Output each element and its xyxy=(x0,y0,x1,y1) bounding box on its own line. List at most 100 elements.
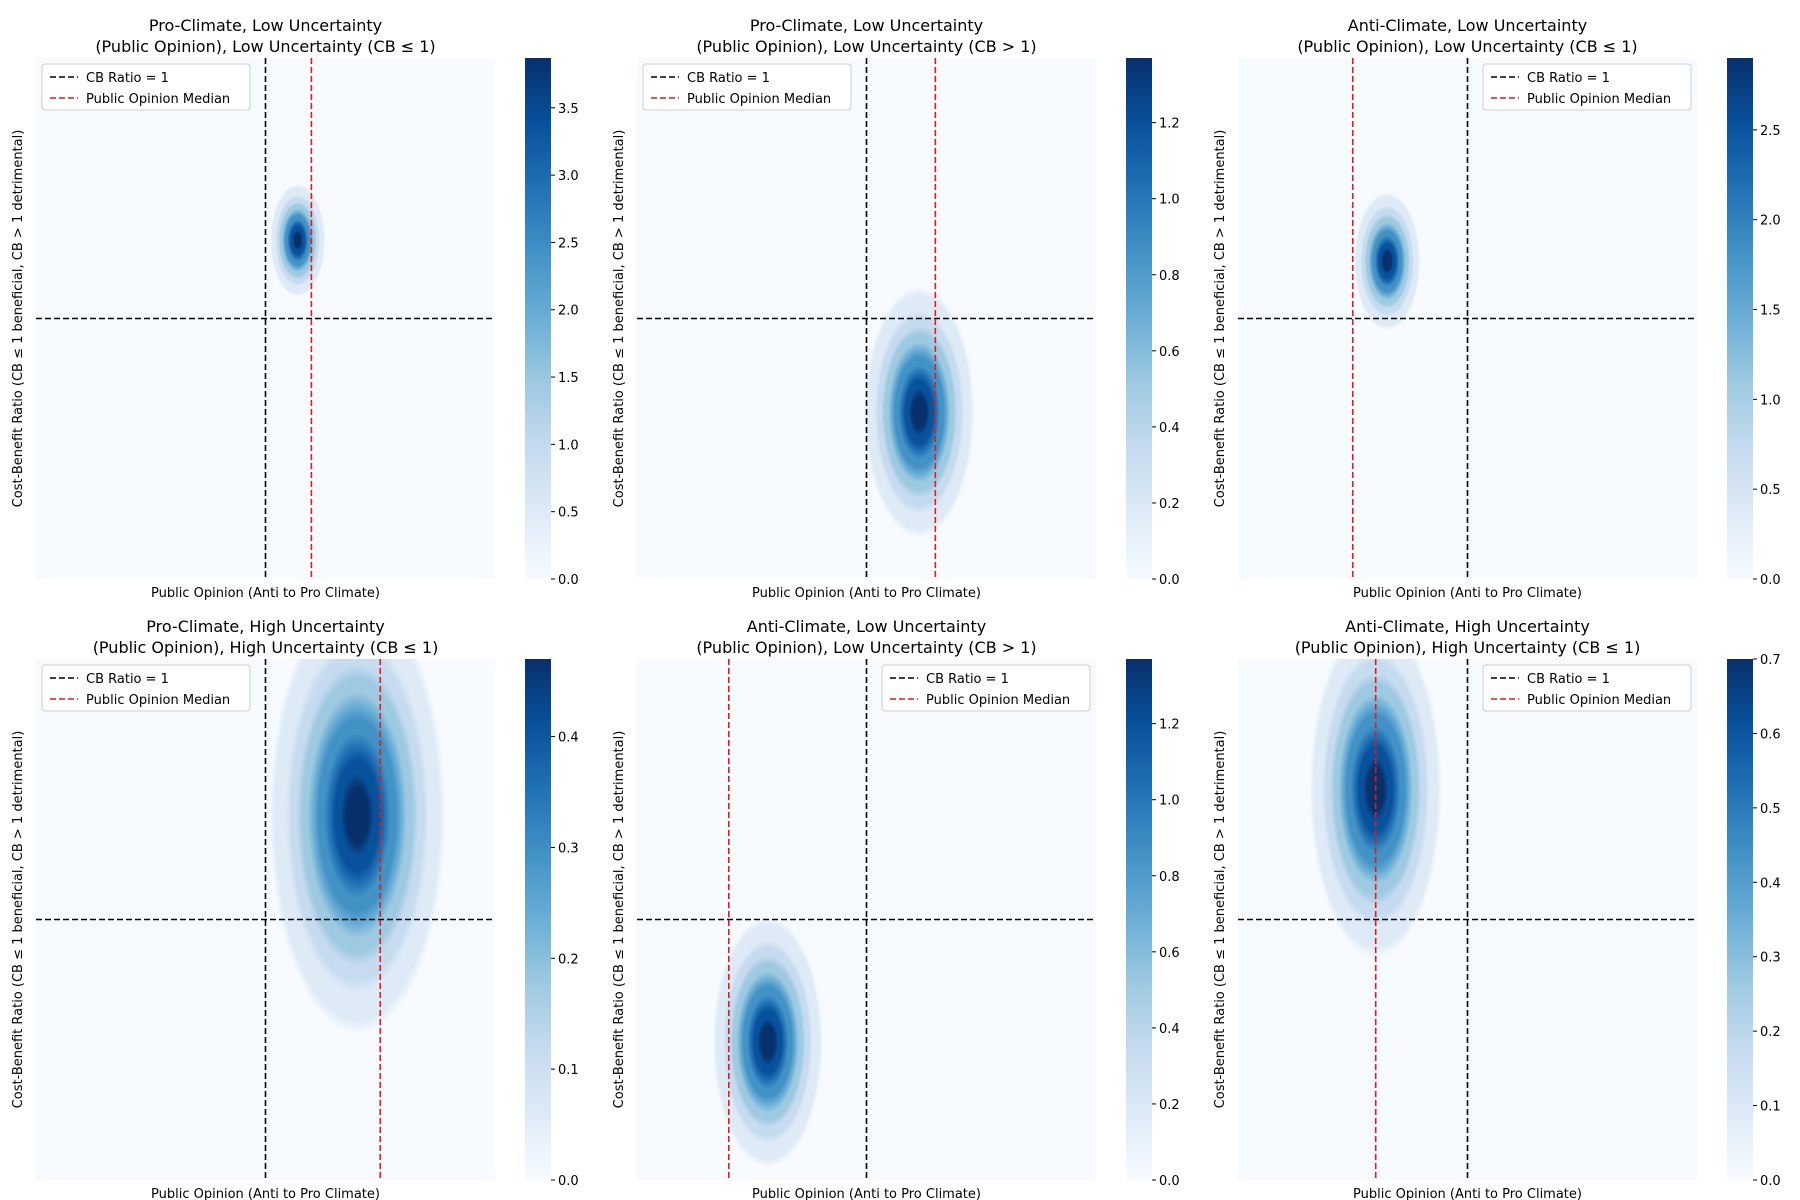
subplot-3: Anti-Climate, Low Uncertainty (Public Opi… xyxy=(1213,16,1781,601)
colorbar-tick-label: 1.5 xyxy=(1760,304,1781,319)
x-axis-label: Public Opinion (Anti to Pro Climate) xyxy=(151,586,380,601)
colorbar-tick-label: 0.7 xyxy=(1760,653,1781,668)
colorbar-tick-label: 2.0 xyxy=(1760,214,1781,229)
colorbar-tick-label: 0.4 xyxy=(558,731,579,746)
legend-label: Public Opinion Median xyxy=(86,92,230,107)
legend-box xyxy=(41,63,251,111)
legend-label: CB Ratio = 1 xyxy=(1527,672,1610,687)
legend-box xyxy=(881,664,1091,712)
density-peak xyxy=(247,659,468,1089)
subplot-subtitle: (Public Opinion), High Uncertainty (CB ≤… xyxy=(93,638,439,657)
subplot-title: Anti-Climate, Low Uncertainty xyxy=(747,617,986,636)
subplot-title: Anti-Climate, Low Uncertainty xyxy=(1348,16,1587,35)
density-peak xyxy=(1345,175,1429,348)
legend-label: Public Opinion Median xyxy=(687,92,831,107)
colorbar-tick-label: 0.0 xyxy=(1760,573,1781,588)
colorbar-tick-label: 0.4 xyxy=(1760,876,1781,891)
legend-label: CB Ratio = 1 xyxy=(86,672,169,687)
x-axis-label: Public Opinion (Anti to Pro Climate) xyxy=(1353,1187,1582,1200)
subplot-title: Pro-Climate, Low Uncertainty xyxy=(149,16,382,35)
y-axis-label: Cost-Benefit Ratio (CB ≤ 1 beneficial, C… xyxy=(11,130,26,508)
legend-box xyxy=(642,63,852,111)
subplot-5: Anti-Climate, Low Uncertainty (Public Opi… xyxy=(612,617,1180,1200)
subplot-1: Pro-Climate, Low Uncertainty (Public Opin… xyxy=(11,16,579,601)
legend-label: Public Opinion Median xyxy=(926,693,1070,708)
colorbar-tick-label: 1.0 xyxy=(558,438,579,453)
colorbar-tick-label: 0.2 xyxy=(1760,1025,1781,1040)
colorbar-tick-label: 0.0 xyxy=(558,1174,579,1189)
colorbar-tick-label: 1.2 xyxy=(1159,117,1180,132)
colorbar xyxy=(1126,58,1152,579)
colorbar-tick-label: 0.3 xyxy=(1760,951,1781,966)
legend-label: CB Ratio = 1 xyxy=(1527,71,1610,86)
density-peak xyxy=(698,885,837,1180)
subplot-subtitle: (Public Opinion), Low Uncertainty (CB > … xyxy=(696,638,1036,657)
colorbar-tick-label: 0.2 xyxy=(1159,497,1180,512)
colorbar-tick-label: 0.2 xyxy=(558,952,579,967)
legend: CB Ratio = 1 Public Opinion Median xyxy=(642,63,852,111)
legend-box xyxy=(41,664,251,712)
colorbar-tick-label: 0.5 xyxy=(558,506,579,521)
colorbar-tick-label: 0.6 xyxy=(1159,946,1180,961)
colorbar-tick-label: 0.3 xyxy=(558,841,579,856)
colorbar-tick-label: 0.4 xyxy=(1159,1022,1180,1037)
colorbar-tick-label: 2.0 xyxy=(558,304,579,319)
colorbar-tick-label: 0.8 xyxy=(1159,269,1180,284)
colorbar-tick-label: 0.4 xyxy=(1159,421,1180,436)
colorbar xyxy=(525,659,551,1180)
colorbar-tick-label: 0.5 xyxy=(1760,802,1781,817)
subplot-subtitle: (Public Opinion), Low Uncertainty (CB ≤ … xyxy=(1297,37,1637,56)
density-peak xyxy=(263,170,333,311)
density-peak xyxy=(1293,659,1459,1001)
legend-label: Public Opinion Median xyxy=(1527,693,1671,708)
subplot-subtitle: (Public Opinion), Low Uncertainty (CB ≤ … xyxy=(95,37,435,56)
colorbar-tick-label: 0.1 xyxy=(558,1063,579,1078)
colorbar xyxy=(1727,659,1753,1180)
colorbar-tick-label: 0.0 xyxy=(1760,1174,1781,1189)
legend-label: Public Opinion Median xyxy=(86,693,230,708)
subplot-2: Pro-Climate, Low Uncertainty (Public Opin… xyxy=(612,16,1180,601)
colorbar-tick-label: 1.5 xyxy=(558,371,579,386)
colorbar-tick-label: 2.5 xyxy=(1760,124,1781,139)
legend-box xyxy=(1482,63,1692,111)
subplot-title: Pro-Climate, High Uncertainty xyxy=(146,617,385,636)
subplot-6: Anti-Climate, High Uncertainty (Public Op… xyxy=(1213,617,1781,1200)
x-axis-label: Public Opinion (Anti to Pro Climate) xyxy=(151,1187,380,1200)
legend-label: CB Ratio = 1 xyxy=(687,71,770,86)
colorbar-tick-label: 0.5 xyxy=(1760,483,1781,498)
colorbar-tick-label: 3.5 xyxy=(558,102,579,117)
x-axis-label: Public Opinion (Anti to Pro Climate) xyxy=(752,1187,981,1200)
colorbar-tick-label: 0.6 xyxy=(1760,727,1781,742)
y-axis-label: Cost-Benefit Ratio (CB ≤ 1 beneficial, C… xyxy=(1213,130,1228,508)
legend: CB Ratio = 1 Public Opinion Median xyxy=(1482,63,1692,111)
legend-label: CB Ratio = 1 xyxy=(86,71,169,86)
legend-label: CB Ratio = 1 xyxy=(926,672,1009,687)
colorbar-tick-label: 0.6 xyxy=(1159,345,1180,360)
colorbar-tick-label: 0.2 xyxy=(1159,1098,1180,1113)
colorbar-tick-label: 1.2 xyxy=(1159,718,1180,733)
colorbar-tick-label: 0.8 xyxy=(1159,870,1180,885)
colorbar-tick-label: 1.0 xyxy=(1159,193,1180,208)
colorbar-tick-label: 3.0 xyxy=(558,169,579,184)
colorbar-tick-label: 0.0 xyxy=(1159,1174,1180,1189)
subplot-subtitle: (Public Opinion), Low Uncertainty (CB > … xyxy=(696,37,1036,56)
y-axis-label: Cost-Benefit Ratio (CB ≤ 1 beneficial, C… xyxy=(612,130,627,508)
colorbar-tick-label: 2.5 xyxy=(558,236,579,251)
legend-box xyxy=(1482,664,1692,712)
y-axis-label: Cost-Benefit Ratio (CB ≤ 1 beneficial, C… xyxy=(1213,731,1228,1109)
legend: CB Ratio = 1 Public Opinion Median xyxy=(41,664,251,712)
colorbar xyxy=(1126,659,1152,1180)
subplot-title: Anti-Climate, High Uncertainty xyxy=(1345,617,1590,636)
colorbar-tick-label: 1.0 xyxy=(1159,794,1180,809)
legend: CB Ratio = 1 Public Opinion Median xyxy=(41,63,251,111)
colorbar-tick-label: 0.1 xyxy=(1760,1100,1781,1115)
colorbar-tick-label: 0.0 xyxy=(558,573,579,588)
subplot-title: Pro-Climate, Low Uncertainty xyxy=(750,16,983,35)
legend: CB Ratio = 1 Public Opinion Median xyxy=(1482,664,1692,712)
legend-label: Public Opinion Median xyxy=(1527,92,1671,107)
legend: CB Ratio = 1 Public Opinion Median xyxy=(881,664,1091,712)
colorbar xyxy=(1727,58,1753,579)
subplot-subtitle: (Public Opinion), High Uncertainty (CB ≤… xyxy=(1295,638,1641,657)
density-peak xyxy=(850,255,989,569)
